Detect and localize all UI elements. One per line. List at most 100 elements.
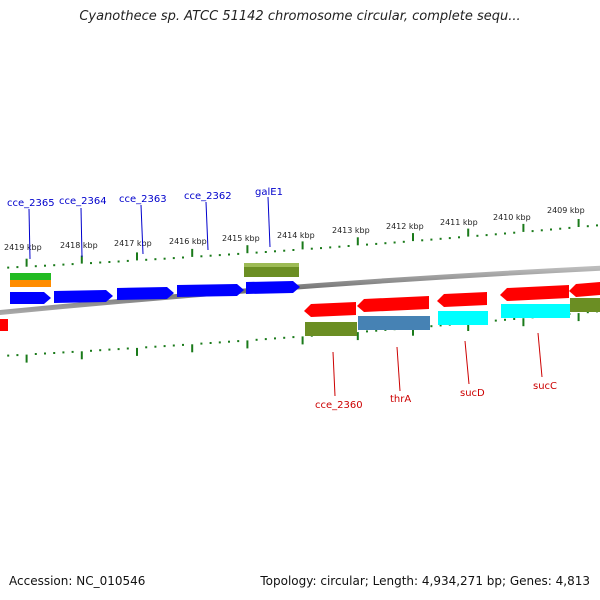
gene-arrow-cce_2360[interactable] <box>304 302 356 317</box>
major-tick <box>246 340 249 349</box>
major-tick <box>577 313 580 322</box>
minor-tick <box>504 318 506 321</box>
kbp-label: 2415 kbp <box>222 234 260 243</box>
kbp-label: 2416 kbp <box>169 237 207 246</box>
minor-tick <box>182 343 184 346</box>
minor-tick <box>44 352 46 355</box>
minor-tick <box>237 252 240 255</box>
minor-tick <box>568 226 571 229</box>
minor-tick <box>163 257 166 260</box>
minor-tick <box>209 342 212 344</box>
minor-tick <box>108 348 111 351</box>
minor-tick <box>494 319 497 322</box>
minor-tick <box>90 262 92 265</box>
gene-arrow-sucC[interactable] <box>500 285 569 301</box>
gene-label-cce_2365[interactable]: cce_2365 <box>7 198 55 209</box>
gene-label-cce_2360[interactable]: cce_2360 <box>315 400 363 411</box>
forward-gene-labels: cce_2365 cce_2364 cce_2363 cce_2362 galE… <box>7 187 283 260</box>
minor-tick <box>7 354 10 357</box>
gene-label-thrA[interactable]: thrA <box>390 394 411 405</box>
kbp-label: 2419 kbp <box>4 243 42 252</box>
minor-tick <box>154 258 157 261</box>
minor-tick <box>108 261 111 263</box>
minor-tick <box>228 340 230 343</box>
gene-arrow-sucD[interactable] <box>437 292 487 307</box>
gene-arrow-cce_2362[interactable] <box>177 284 244 297</box>
gene-label-cce_2364[interactable]: cce_2364 <box>59 196 107 207</box>
minor-tick <box>264 251 267 253</box>
minor-tick <box>53 352 56 354</box>
major-tick <box>577 219 580 227</box>
minor-tick <box>485 234 488 237</box>
gene-label-cce_2363[interactable]: cce_2363 <box>119 194 167 205</box>
gene-feature-cce_2360-band[interactable] <box>305 322 357 336</box>
minor-tick <box>366 330 368 333</box>
gene-label-sucD[interactable]: sucD <box>460 388 485 399</box>
minor-tick <box>504 232 506 235</box>
minor-tick <box>145 346 148 349</box>
minor-tick <box>375 329 378 332</box>
minor-tick <box>182 256 184 259</box>
gene-feature-edge[interactable] <box>0 319 8 331</box>
gene-arrow-cce_2365[interactable] <box>10 292 51 304</box>
kbp-label: 2418 kbp <box>60 241 98 250</box>
gene-feature-olive-edge[interactable] <box>570 298 600 312</box>
gene-arrow-cce_2364[interactable] <box>54 290 113 303</box>
minor-tick <box>559 227 562 230</box>
minor-tick <box>200 342 203 345</box>
minor-tick <box>384 242 387 245</box>
kbp-label: 2413 kbp <box>332 226 370 235</box>
gene-arrow-thrA[interactable] <box>357 296 429 312</box>
label-leader-line <box>140 204 144 255</box>
minor-tick <box>255 251 258 254</box>
minor-tick <box>494 233 497 236</box>
gene-feature-orange[interactable] <box>10 280 51 287</box>
minor-tick <box>34 353 37 355</box>
kbp-label: 2412 kbp <box>386 222 424 231</box>
gene-feature-thrA-band[interactable] <box>358 316 430 330</box>
kbp-label: 2409 kbp <box>547 206 585 215</box>
gene-feature-sucD-band[interactable] <box>438 311 488 325</box>
reverse-genes <box>0 282 600 336</box>
gene-label-cce_2362[interactable]: cce_2362 <box>184 191 232 202</box>
minor-tick <box>402 240 405 243</box>
major-tick <box>25 354 28 363</box>
major-tick <box>301 241 304 250</box>
minor-tick <box>237 340 240 343</box>
minor-tick <box>264 338 267 341</box>
gene-label-sucC[interactable]: sucC <box>533 381 557 392</box>
minor-tick <box>329 246 332 249</box>
minor-tick <box>283 249 286 252</box>
major-tick <box>356 332 359 341</box>
gene-arrow-galE1[interactable] <box>246 281 300 294</box>
minor-tick <box>550 228 552 231</box>
minor-tick <box>458 236 460 239</box>
minor-tick <box>366 243 368 246</box>
outer-tick-track <box>7 219 598 269</box>
minor-tick <box>347 245 350 247</box>
label-leader-line <box>267 196 271 248</box>
minor-tick <box>596 224 598 227</box>
accession-text: Accession: NC_010546 <box>9 574 146 588</box>
label-leader-line <box>28 208 31 260</box>
minor-tick <box>62 351 65 354</box>
label-leader-line <box>464 340 470 385</box>
label-leader-line <box>332 351 336 397</box>
minor-tick <box>154 345 157 348</box>
minor-tick <box>448 237 451 240</box>
minor-tick <box>274 337 276 340</box>
major-tick <box>191 248 194 257</box>
gene-label-galE1[interactable]: galE1 <box>255 187 283 198</box>
minor-tick <box>200 255 203 258</box>
minor-tick <box>218 341 221 344</box>
minor-tick <box>513 318 516 320</box>
feature-highlight <box>244 263 299 267</box>
gene-arrow-next[interactable] <box>569 282 600 297</box>
major-tick <box>467 228 470 237</box>
gene-feature-green[interactable] <box>10 273 51 280</box>
gene-arrow-cce_2363[interactable] <box>117 287 174 300</box>
gene-feature-sucC-band[interactable] <box>501 304 570 318</box>
minor-tick <box>430 238 433 241</box>
minor-tick <box>283 336 286 339</box>
